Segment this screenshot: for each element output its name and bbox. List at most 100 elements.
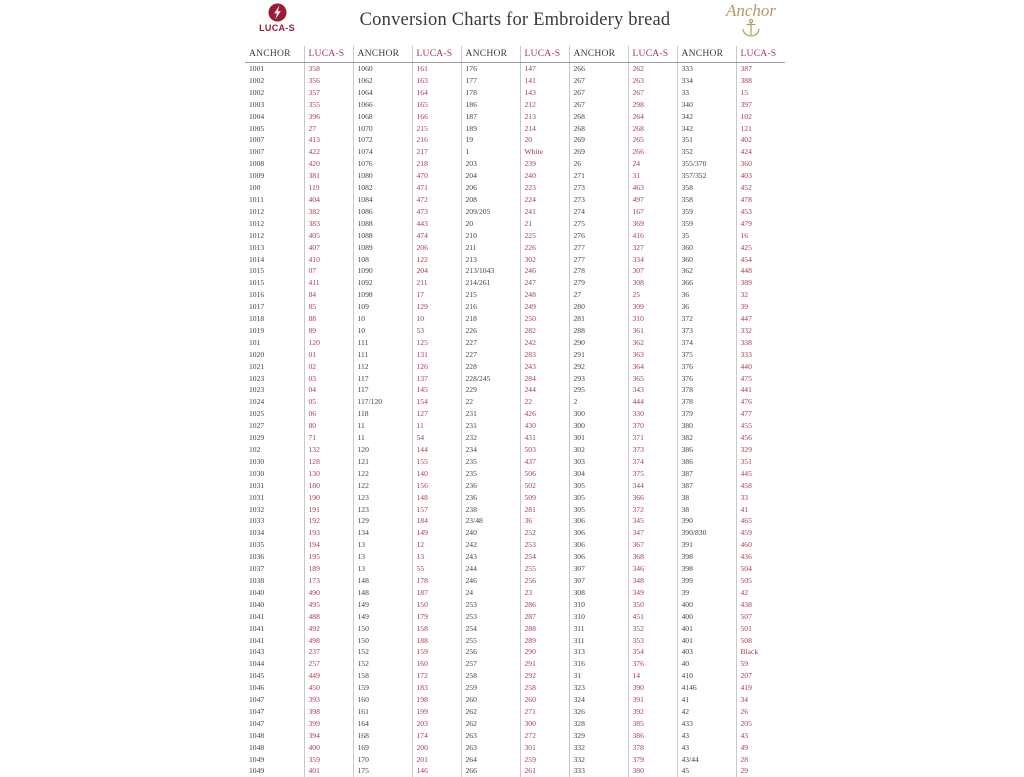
cell-anchor: 366 xyxy=(677,277,736,289)
cell-anchor: 214/261 xyxy=(461,277,520,289)
cell-luca-s: 258 xyxy=(520,682,569,694)
cell-luca-s: 368 xyxy=(628,551,677,563)
cell-anchor: 1048 xyxy=(245,742,304,754)
cell-anchor: 306 xyxy=(569,551,628,563)
cell-anchor: 390/830 xyxy=(677,527,736,539)
cell-anchor: 160 xyxy=(353,694,412,706)
cell-luca-s: 441 xyxy=(736,384,785,396)
cell-luca-s: 375 xyxy=(628,468,677,480)
cell-anchor: 1089 xyxy=(353,242,412,254)
cell-luca-s: 21 xyxy=(520,218,569,230)
cell-luca-s: 43 xyxy=(736,730,785,742)
cell-luca-s: 06 xyxy=(304,408,353,420)
cell-luca-s: 12 xyxy=(412,539,461,551)
cell-luca-s: 308 xyxy=(628,277,677,289)
cell-anchor: 204 xyxy=(461,170,520,182)
cell-luca-s: 271 xyxy=(520,706,569,718)
cell-luca-s: 465 xyxy=(736,515,785,527)
conversion-table: ANCHOR LUCA-S ANCHOR LUCA-S ANCHOR LUCA-… xyxy=(245,46,785,777)
cell-luca-s: 201 xyxy=(412,754,461,766)
cell-anchor: 117 xyxy=(353,373,412,385)
cell-anchor: 43 xyxy=(677,730,736,742)
cell-luca-s: 249 xyxy=(520,301,569,313)
cell-luca-s: 15 xyxy=(736,87,785,99)
cell-anchor: 240 xyxy=(461,527,520,539)
cell-luca-s: 24 xyxy=(628,158,677,170)
cell-anchor: 35 xyxy=(677,230,736,242)
cell-anchor: 187 xyxy=(461,111,520,123)
cell-luca-s: 240 xyxy=(520,170,569,182)
cell-luca-s: 374 xyxy=(628,456,677,468)
cell-luca-s: 301 xyxy=(520,742,569,754)
cell-luca-s: 255 xyxy=(520,563,569,575)
anchor-logo: Anchor xyxy=(715,2,787,44)
cell-anchor: 333 xyxy=(677,63,736,75)
cell-luca-s: 147 xyxy=(520,63,569,75)
cell-anchor: 164 xyxy=(353,718,412,730)
cell-luca-s: 17 xyxy=(412,289,461,301)
cell-luca-s: 80 xyxy=(304,420,353,432)
cell-luca-s: 475 xyxy=(736,373,785,385)
cell-luca-s: 199 xyxy=(412,706,461,718)
cell-anchor: 399 xyxy=(677,575,736,587)
cell-anchor: 176 xyxy=(461,63,520,75)
cell-anchor: 1074 xyxy=(353,146,412,158)
cell-luca-s: 85 xyxy=(304,301,353,313)
cell-luca-s: 119 xyxy=(304,182,353,194)
cell-anchor: 1030 xyxy=(245,456,304,468)
cell-luca-s: 450 xyxy=(304,682,353,694)
cell-anchor: 1007 xyxy=(245,134,304,146)
cell-anchor: 360 xyxy=(677,242,736,254)
cell-anchor: 235 xyxy=(461,456,520,468)
cell-anchor: 391 xyxy=(677,539,736,551)
cell-luca-s: 262 xyxy=(628,63,677,75)
cell-anchor: 13 xyxy=(353,563,412,575)
cell-luca-s: 122 xyxy=(412,254,461,266)
cell-luca-s: 53 xyxy=(412,325,461,337)
cell-anchor: 262 xyxy=(461,718,520,730)
cell-luca-s: 479 xyxy=(736,218,785,230)
column-header-luca-1: LUCA-S xyxy=(304,46,353,63)
cell-luca-s: 455 xyxy=(736,420,785,432)
cell-luca-s: 477 xyxy=(736,408,785,420)
cell-anchor: 1046 xyxy=(245,682,304,694)
cell-luca-s: 253 xyxy=(520,539,569,551)
cell-luca-s: 27 xyxy=(304,123,353,135)
cell-luca-s: 130 xyxy=(304,468,353,480)
cell-anchor: 355/370 xyxy=(677,158,736,170)
cell-luca-s: 445 xyxy=(736,468,785,480)
cell-anchor: 360 xyxy=(677,254,736,266)
cell-anchor: 311 xyxy=(569,635,628,647)
cell-anchor: 232 xyxy=(461,432,520,444)
cell-luca-s: 508 xyxy=(736,635,785,647)
cell-anchor: 1031 xyxy=(245,480,304,492)
cell-anchor: 324 xyxy=(569,694,628,706)
cell-anchor: 36 xyxy=(677,301,736,313)
cell-anchor: 1031 xyxy=(245,492,304,504)
cell-luca-s: 211 xyxy=(412,277,461,289)
cell-luca-s: 400 xyxy=(304,742,353,754)
cell-luca-s: 463 xyxy=(628,182,677,194)
cell-luca-s: 501 xyxy=(736,623,785,635)
cell-luca-s: 404 xyxy=(304,194,353,206)
cell-anchor: 301 xyxy=(569,432,628,444)
cell-anchor: 231 xyxy=(461,408,520,420)
cell-luca-s: 264 xyxy=(628,111,677,123)
cell-luca-s: 287 xyxy=(520,611,569,623)
cell-anchor: 148 xyxy=(353,575,412,587)
cell-luca-s: 36 xyxy=(520,515,569,527)
cell-luca-s: 150 xyxy=(412,599,461,611)
cell-anchor: 254 xyxy=(461,623,520,635)
cell-anchor: 403 xyxy=(677,646,736,658)
cell-luca-s: 387 xyxy=(736,63,785,75)
cell-luca-s: 172 xyxy=(412,670,461,682)
cell-luca-s: 161 xyxy=(412,63,461,75)
anchor-wordmark: Anchor xyxy=(715,2,787,20)
